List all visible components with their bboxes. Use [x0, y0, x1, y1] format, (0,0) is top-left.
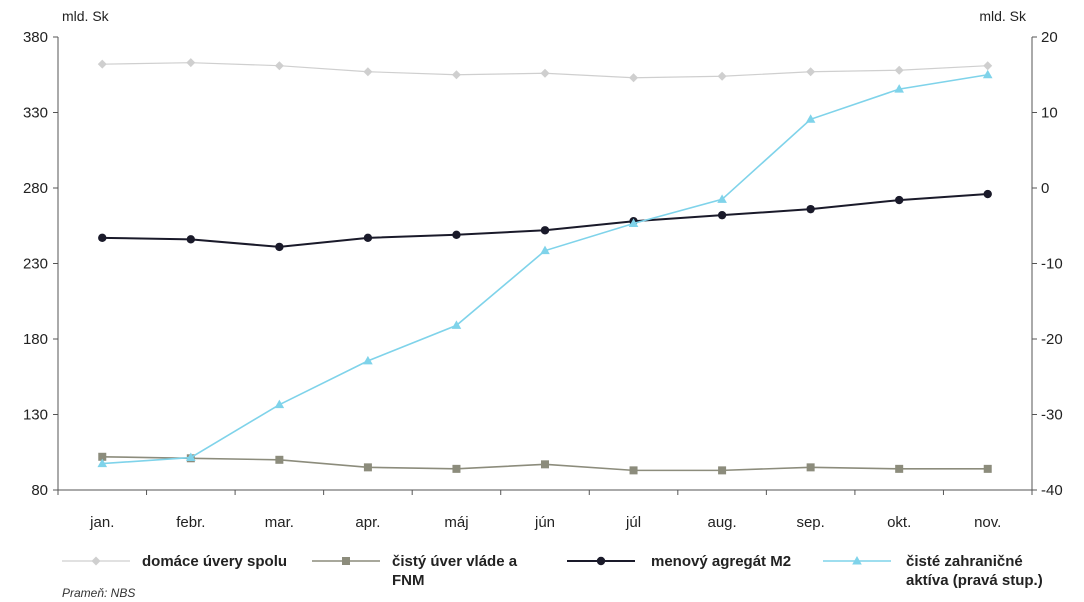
legend-label: menový agregát M2	[651, 553, 791, 570]
data-point	[629, 73, 639, 83]
data-point	[628, 218, 639, 227]
data-point	[97, 59, 107, 69]
data-point	[982, 69, 993, 79]
legend-item: čisté zahraničné aktíva (pravá stup.)	[823, 553, 1043, 589]
legend-marker	[91, 556, 101, 566]
right-tick-label: -30	[1041, 407, 1063, 424]
series-layer	[97, 58, 993, 475]
x-tick-label: febr.	[176, 514, 205, 531]
data-point	[541, 460, 549, 469]
data-point	[983, 189, 992, 199]
left-tick-label: 130	[23, 407, 48, 424]
left-axis-ticks: 80 130 180 230 280 330 380	[23, 29, 58, 499]
data-point	[806, 67, 816, 77]
data-point	[718, 466, 727, 475]
legend-label: čistý úver vláde a FNM	[392, 553, 518, 589]
right-axis-ticks: -40 -30 -20 -10 0 10 20	[1032, 29, 1063, 499]
data-point	[717, 71, 727, 81]
data-point	[717, 210, 727, 220]
x-tick-label: máj	[444, 514, 468, 531]
left-tick-label: 330	[23, 105, 48, 122]
series-1	[97, 58, 993, 83]
data-point	[452, 230, 461, 240]
data-point	[894, 84, 904, 93]
data-point	[629, 466, 638, 475]
data-point	[894, 195, 904, 205]
x-tick-label: jún	[534, 514, 555, 531]
data-point	[895, 464, 904, 473]
series-4	[97, 69, 993, 468]
right-tick-label: -10	[1041, 256, 1063, 273]
data-point	[274, 61, 284, 71]
data-point	[805, 114, 816, 123]
data-point	[540, 245, 550, 255]
legend-item: domáce úvery spolu	[62, 553, 287, 570]
data-point	[97, 458, 108, 468]
x-tick-label: aug.	[707, 514, 736, 531]
right-tick-label: 0	[1041, 180, 1049, 197]
series-2	[98, 452, 992, 475]
data-point	[363, 355, 373, 365]
x-tick-label: nov.	[974, 514, 1001, 531]
legend-label: domáce úvery spolu	[142, 553, 287, 570]
data-point	[274, 399, 285, 409]
data-point	[275, 455, 284, 464]
data-point	[451, 320, 462, 329]
series-line	[102, 193, 988, 248]
legend: domáce úvery spolu čistý úver vláde a FNM m…	[62, 553, 1043, 589]
legend-label: čisté zahraničné aktíva (pravá stup.)	[906, 553, 1043, 589]
left-axis-unit-label: mld. Sk	[62, 8, 110, 24]
right-axis-unit-label: mld. Sk	[979, 8, 1027, 24]
right-tick-label: -40	[1041, 482, 1063, 499]
x-axis-ticks: jan. febr. mar. apr. máj jún júl aug. sep. okt. no…	[57, 490, 1033, 531]
data-point	[363, 463, 372, 472]
left-tick-label: 280	[23, 180, 48, 197]
left-tick-label: 80	[31, 482, 48, 499]
right-tick-label: 20	[1041, 29, 1058, 46]
right-tick-label: -20	[1041, 331, 1063, 348]
data-point	[806, 463, 815, 472]
data-point	[451, 70, 461, 80]
legend-item: čistý úver vláde a FNM	[312, 553, 518, 589]
data-point	[98, 233, 107, 243]
data-point	[452, 464, 461, 473]
legend-marker	[852, 556, 862, 565]
data-point	[363, 67, 373, 77]
data-point	[275, 242, 284, 252]
data-point	[983, 61, 993, 71]
source-note: Prameň: NBS	[62, 586, 135, 600]
data-point	[186, 452, 196, 462]
series-3	[98, 189, 992, 252]
data-point	[540, 68, 550, 78]
left-tick-label: 380	[23, 29, 48, 46]
x-tick-label: mar.	[265, 514, 294, 531]
x-tick-label: júl	[625, 514, 641, 531]
data-point	[98, 452, 107, 461]
legend-marker	[596, 556, 606, 566]
x-tick-label: apr.	[355, 514, 380, 531]
legend-item: menový agregát M2	[567, 553, 791, 570]
data-point	[717, 194, 727, 203]
left-tick-label: 230	[23, 256, 48, 273]
right-tick-label: 10	[1041, 105, 1058, 122]
data-point	[363, 233, 373, 243]
x-tick-label: sep.	[796, 514, 824, 531]
series-line	[102, 73, 988, 465]
x-tick-label: okt.	[887, 514, 911, 531]
legend-marker	[342, 557, 350, 565]
data-point	[983, 464, 992, 473]
x-tick-label: jan.	[89, 514, 114, 531]
data-point	[806, 204, 815, 214]
left-tick-label: 180	[23, 331, 48, 348]
data-point	[540, 226, 550, 235]
data-point	[186, 235, 196, 244]
data-point	[894, 65, 904, 75]
data-point	[186, 58, 196, 68]
